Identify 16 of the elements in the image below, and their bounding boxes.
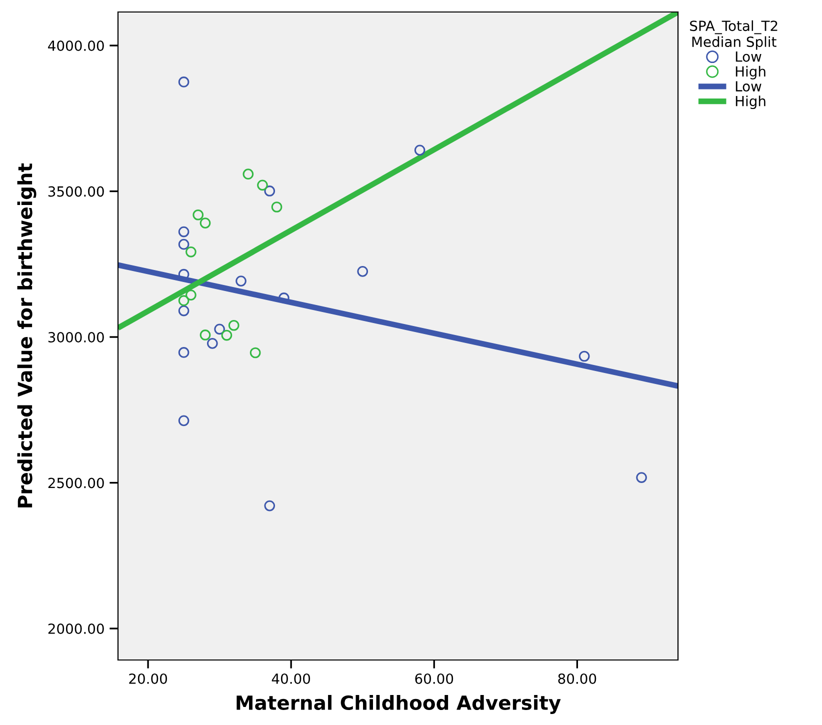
y-tick-label: 3000.00 bbox=[48, 332, 104, 342]
y-tick-label: 2500.00 bbox=[48, 478, 104, 488]
x-tick-label: 40.00 bbox=[272, 673, 310, 684]
x-tick-label: 80.00 bbox=[558, 673, 596, 684]
legend-label: Low bbox=[736, 52, 762, 62]
legend-label: Low bbox=[736, 81, 762, 92]
legend-label: High bbox=[736, 96, 766, 110]
x-axis-title: Maternal Childhood Adversity bbox=[236, 694, 561, 714]
y-tick-label: 2000.00 bbox=[48, 623, 104, 634]
y-axis-title: Predicted Value for birthweight bbox=[17, 163, 36, 508]
legend-label: High bbox=[736, 66, 766, 80]
x-tick-label: 60.00 bbox=[415, 673, 454, 684]
legend-title: SPA_Total_T2 Median Split bbox=[690, 20, 778, 50]
y-tick-label: 4000.00 bbox=[48, 40, 104, 51]
x-tick-label: 20.00 bbox=[129, 673, 167, 684]
y-tick-label: 3500.00 bbox=[48, 186, 104, 197]
